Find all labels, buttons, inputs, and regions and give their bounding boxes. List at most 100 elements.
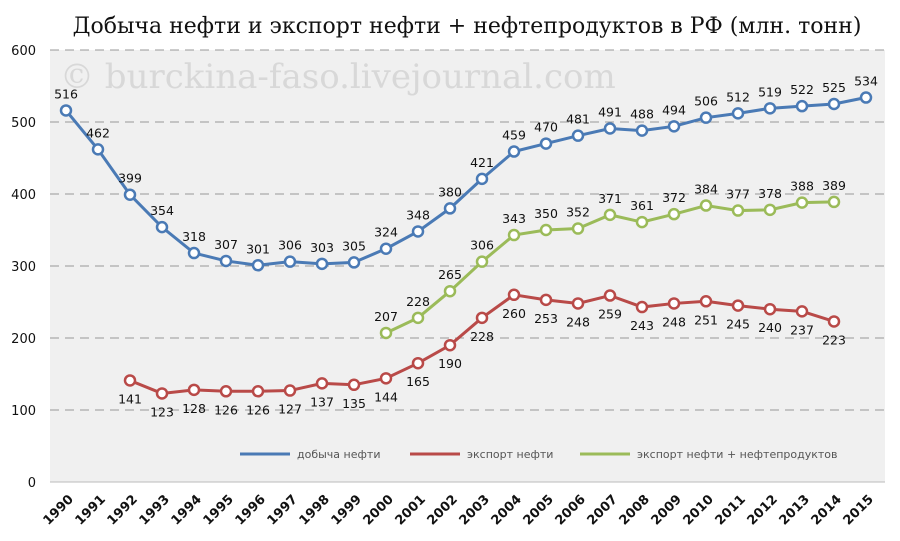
data-label: 371: [598, 191, 622, 206]
data-label: 384: [694, 182, 718, 197]
y-tick-label: 500: [11, 116, 36, 131]
data-label: 380: [438, 184, 462, 199]
data-label: 389: [822, 178, 846, 193]
data-point: [667, 120, 681, 133]
data-point: [731, 107, 745, 120]
data-label: 223: [822, 332, 846, 347]
data-label: 354: [150, 203, 174, 218]
data-point: [795, 196, 809, 209]
data-label: 305: [342, 238, 366, 253]
data-point: [763, 302, 777, 316]
x-tick-label: 2007: [585, 492, 621, 528]
data-point: [603, 289, 617, 302]
data-label: 352: [566, 205, 590, 220]
data-point: [667, 297, 681, 310]
data-label: 421: [470, 155, 494, 170]
data-label: 141: [118, 391, 142, 406]
data-point: [379, 242, 393, 255]
data-point: [507, 145, 521, 158]
data-point: [59, 104, 73, 117]
data-point: [539, 293, 553, 307]
data-point: [123, 188, 137, 201]
x-tick-label: 2013: [777, 492, 813, 528]
x-tick-label: 2009: [649, 492, 685, 528]
data-label: 228: [470, 329, 494, 344]
data-point: [251, 385, 265, 398]
watermark: © burckina-faso.livejournal.com: [60, 57, 616, 97]
x-tick-label: 1999: [329, 492, 365, 528]
data-label: 301: [246, 241, 270, 256]
x-tick-label: 2014: [809, 492, 845, 528]
data-point: [187, 246, 201, 260]
data-label: 128: [182, 401, 206, 416]
y-tick-label: 600: [11, 44, 36, 59]
data-point: [283, 255, 297, 268]
x-tick-label: 1990: [41, 492, 77, 528]
y-tick-label: 100: [11, 404, 36, 419]
data-point: [347, 256, 361, 269]
data-label: 470: [534, 120, 558, 135]
data-point: [699, 111, 713, 124]
x-tick-label: 2004: [489, 492, 525, 528]
x-tick-label: 2012: [745, 492, 781, 528]
x-tick-label: 2002: [425, 492, 461, 528]
data-label: 348: [406, 207, 430, 222]
data-label: 135: [342, 396, 366, 411]
data-label: 388: [790, 179, 814, 194]
data-point: [603, 122, 617, 135]
data-label: 306: [470, 238, 494, 253]
data-label: 343: [502, 211, 526, 226]
data-point: [795, 305, 809, 318]
series-3: 207 228 265 306 343 350 352 371 361 372 384 377 378 3…: [374, 178, 846, 340]
chart-title: Добыча нефти и экспорт нефти + нефтепрод…: [73, 14, 862, 39]
data-label: 491: [598, 104, 622, 119]
data-point: [859, 91, 873, 104]
data-label: 248: [566, 314, 590, 329]
series-1: 516 462 399 354 318 307 301 306 303 305 324 348 380 4…: [54, 74, 878, 272]
legend-label: экспорт нефти: [467, 448, 553, 461]
data-label: 522: [790, 82, 814, 97]
data-label: 350: [534, 206, 558, 221]
data-point: [763, 203, 777, 217]
x-tick-label: 2006: [553, 492, 589, 528]
data-label: 265: [438, 267, 462, 282]
data-point: [283, 384, 297, 397]
data-point: [475, 255, 489, 268]
data-label: 259: [598, 307, 622, 322]
data-point: [667, 207, 681, 221]
x-tick-label: 1992: [105, 492, 141, 528]
x-tick-label: 1998: [297, 492, 333, 528]
data-label: 459: [502, 128, 526, 143]
data-point: [699, 199, 713, 212]
data-point: [603, 208, 617, 222]
data-label: 488: [630, 107, 654, 122]
data-point: [411, 311, 425, 325]
data-point: [251, 259, 265, 272]
data-point: [507, 228, 521, 242]
x-tick-label: 2015: [841, 492, 877, 528]
data-point: [315, 257, 329, 271]
data-label: 494: [662, 102, 686, 117]
data-point: [827, 315, 841, 328]
data-label: 253: [534, 311, 558, 326]
data-point: [731, 299, 745, 312]
data-label: 516: [54, 86, 78, 101]
data-label: 534: [854, 74, 878, 89]
data-point: [411, 356, 425, 370]
data-label: 248: [662, 314, 686, 329]
data-point: [475, 311, 489, 325]
legend-label: экспорт нефти + нефтепродуктов: [637, 448, 838, 461]
data-label: 462: [86, 125, 110, 140]
data-label: 306: [278, 238, 302, 253]
data-point: [475, 172, 489, 186]
data-point: [507, 288, 521, 302]
x-tick-label: 1993: [137, 492, 173, 528]
data-point: [539, 137, 553, 150]
y-tick-label: 200: [11, 332, 36, 347]
data-label: 519: [758, 84, 782, 99]
x-tick-label: 2000: [361, 492, 397, 528]
data-label: 506: [694, 94, 718, 109]
x-tick-label: 2011: [713, 492, 749, 528]
data-point: [379, 326, 393, 340]
data-point: [379, 372, 393, 385]
